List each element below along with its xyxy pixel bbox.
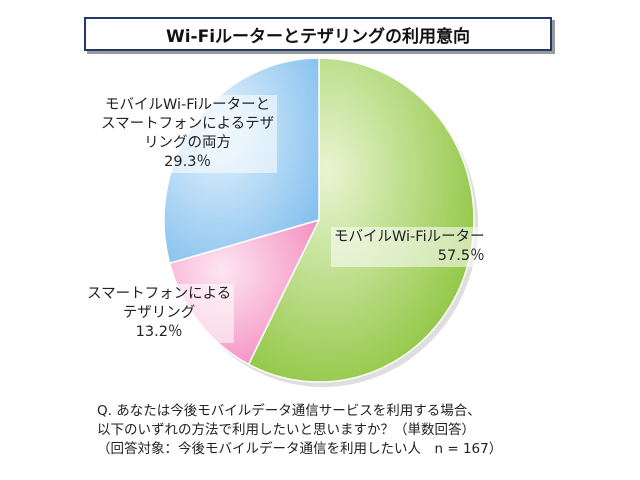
- slice-label-mobile-router: モバイルWi-Fiルーター 57.5％: [331, 227, 488, 267]
- slice-2-value: 29.3％: [164, 154, 211, 170]
- slice-1-value: 13.2％: [135, 324, 183, 340]
- question-line-1: Q. あなたは今後モバイルデータ通信サービスを利用する場合、: [97, 403, 481, 419]
- slice-2-name-line-1: モバイルWi-Fiルーターと: [105, 97, 271, 113]
- slice-2-name-line-2: スマートフォンによるテザ: [101, 116, 275, 132]
- question-line-3: （回答対象：今後モバイルデータ通信を利用したい人 n = 167）: [97, 441, 503, 457]
- slice-1-name-line-2: テザリング: [122, 305, 196, 321]
- survey-question: Q. あなたは今後モバイルデータ通信サービスを利用する場合、 以下のいずれの方法…: [97, 402, 502, 459]
- slice-label-both: モバイルWi-Fiルーターと スマートフォンによるテザ リングの両方 29.3％: [98, 95, 278, 173]
- slice-0-name: モバイルWi-Fiルーター: [334, 229, 485, 245]
- slice-0-value: 57.5％: [437, 248, 485, 264]
- question-line-2: 以下のいずれの方法で利用したいと思いますか？（単数回答）: [97, 422, 475, 438]
- chart-title: Wi-Fiルーターとテザリングの利用意向: [84, 17, 552, 51]
- slice-label-tethering: スマートフォンによる テザリング 13.2％: [84, 284, 235, 343]
- slice-1-name-line-1: スマートフォンによる: [87, 286, 232, 302]
- slice-2-name-line-3: リングの両方: [144, 135, 232, 151]
